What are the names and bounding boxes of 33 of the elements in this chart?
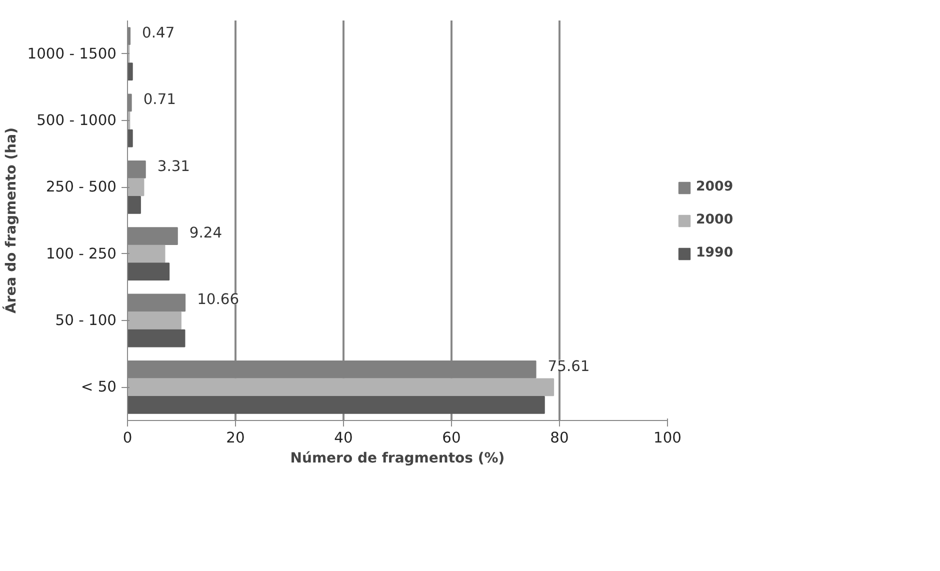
bar xyxy=(128,396,545,414)
data-label: 10.66 xyxy=(197,291,240,308)
data-label: 0.47 xyxy=(142,24,175,42)
bar xyxy=(128,329,186,348)
y-tick-label: 1000 - 1500 xyxy=(27,45,117,62)
y-tick-label: 50 - 100 xyxy=(55,312,117,329)
data-label: 9.24 xyxy=(189,224,222,242)
x-tick-label: 60 xyxy=(442,430,461,446)
legend-label: 2009 xyxy=(696,180,734,194)
legend-label: 2000 xyxy=(696,212,734,228)
bar xyxy=(128,378,554,396)
data-label: 3.31 xyxy=(157,158,190,175)
bar xyxy=(128,196,141,214)
bar xyxy=(128,178,144,196)
legend-label: 1990 xyxy=(696,246,734,260)
x-axis-title: Número de fragmentos (%) xyxy=(290,450,505,466)
y-axis-title: Área do fragmento (ha) xyxy=(2,128,20,314)
bar xyxy=(128,312,182,330)
bar xyxy=(128,244,166,263)
data-label: 0.71 xyxy=(143,91,176,108)
x-tick-label: 100 xyxy=(654,430,682,446)
x-tick-label: 40 xyxy=(334,430,353,446)
y-tick-label: 100 - 250 xyxy=(46,245,117,262)
bar xyxy=(128,129,133,148)
bar xyxy=(128,262,170,281)
y-tick-label: 500 - 1000 xyxy=(36,112,117,129)
y-tick-label: 250 - 500 xyxy=(46,178,117,196)
x-tick-label: 0 xyxy=(122,430,132,446)
y-tick-label: < 50 xyxy=(80,378,117,396)
bar xyxy=(128,62,133,81)
data-label: 75.61 xyxy=(548,358,590,375)
x-tick-label: 20 xyxy=(226,430,245,446)
x-tick-label: 80 xyxy=(550,430,569,446)
